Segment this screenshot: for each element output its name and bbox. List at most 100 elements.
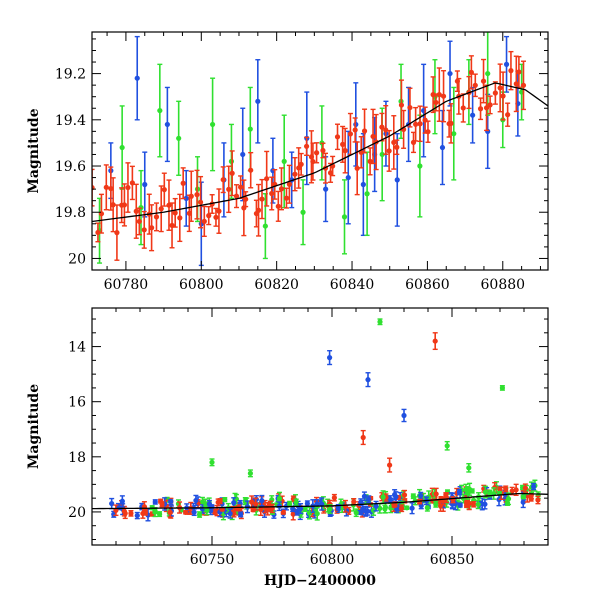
- data-point: [364, 151, 370, 237]
- data-point: [114, 204, 120, 261]
- data-point: [443, 492, 449, 498]
- data-point: [121, 183, 128, 227]
- data-point: [377, 318, 383, 326]
- data-point: [482, 498, 488, 510]
- data-point: [177, 193, 183, 243]
- data-point: [448, 103, 454, 144]
- data-point: [386, 129, 392, 172]
- data-point: [233, 184, 240, 209]
- data-point: [292, 157, 298, 192]
- y-tick-label: 19.4: [55, 113, 86, 129]
- data-point: [217, 498, 223, 505]
- data-point: [500, 71, 506, 121]
- data-point: [457, 502, 463, 508]
- top-panel: 60780 60800 60820 60840 60860 60880 19.2 19.4 19…: [26, 31, 549, 293]
- data-point: [164, 86, 170, 163]
- data-point: [360, 132, 366, 237]
- data-point: [451, 86, 457, 181]
- data-point: [196, 511, 203, 518]
- data-point: [409, 502, 415, 515]
- data-point: [320, 142, 326, 159]
- data-point: [109, 497, 115, 510]
- data-point: [283, 187, 290, 209]
- y-tick-label: 19.8: [55, 205, 86, 221]
- data-point: [365, 372, 371, 388]
- data-point: [119, 495, 125, 508]
- data-point: [280, 509, 286, 515]
- plot-frame: [91, 31, 549, 271]
- data-point: [247, 469, 253, 478]
- data-point: [417, 105, 423, 143]
- data-point: [404, 505, 410, 511]
- data-point: [503, 35, 510, 93]
- data-point: [364, 506, 371, 516]
- data-point: [158, 185, 164, 233]
- data-point: [149, 204, 155, 252]
- data-point: [314, 506, 320, 521]
- data-point: [136, 207, 142, 236]
- data-point: [433, 500, 439, 508]
- data-point: [379, 112, 385, 142]
- data-point: [382, 504, 388, 514]
- data-point: [497, 63, 503, 113]
- data-point: [366, 495, 372, 504]
- data-point: [487, 95, 493, 115]
- x-tick-label: 60880: [481, 277, 526, 293]
- data-point: [193, 494, 199, 507]
- x-axis-title: HJD−2400000: [264, 573, 376, 589]
- data-point: [262, 193, 268, 260]
- y-tick-label: 18: [68, 450, 86, 466]
- data-point: [341, 179, 348, 255]
- data-point: [134, 511, 140, 520]
- data-point: [226, 165, 232, 214]
- y-tick-label: 19.6: [55, 159, 86, 175]
- data-point: [253, 497, 259, 511]
- data-point: [367, 147, 373, 176]
- data-point: [183, 169, 189, 227]
- data-point: [354, 141, 360, 196]
- y-tick-label: 19.2: [55, 67, 86, 83]
- data-point: [520, 60, 527, 111]
- data-point: [342, 127, 348, 174]
- data-point: [166, 179, 172, 231]
- data-point: [220, 166, 226, 194]
- data-point: [176, 100, 182, 176]
- data-point: [430, 76, 436, 114]
- data-point: [209, 77, 216, 172]
- data-point: [413, 106, 419, 142]
- data-point: [238, 175, 244, 200]
- data-point: [128, 509, 134, 517]
- data-point: [319, 497, 325, 511]
- data-point: [180, 167, 186, 200]
- x-tick-label: 60780: [104, 277, 149, 293]
- data-point: [286, 164, 293, 204]
- x-tick-label: 60850: [430, 552, 475, 568]
- data-point: [361, 108, 368, 154]
- data-point: [508, 50, 514, 91]
- data-point: [353, 508, 359, 518]
- data-point: [152, 499, 158, 505]
- x-tick-label: 60840: [330, 277, 375, 293]
- data-point: [520, 494, 526, 500]
- data-point: [440, 70, 447, 123]
- data-point: [213, 207, 219, 227]
- data-point: [391, 115, 397, 170]
- data-point: [399, 504, 405, 513]
- data-point: [129, 165, 135, 201]
- model-curve: [92, 82, 548, 223]
- data-point: [499, 385, 505, 391]
- data-point: [425, 120, 431, 143]
- y-axis-title: Magnitude: [26, 384, 42, 469]
- data-point: [216, 188, 222, 234]
- data-point: [394, 139, 400, 156]
- data-point: [197, 175, 204, 229]
- data-point: [334, 123, 341, 151]
- data-point: [259, 178, 265, 220]
- data-point: [468, 55, 474, 90]
- data-point: [340, 125, 346, 163]
- data-point: [407, 87, 413, 128]
- data-point: [401, 408, 407, 423]
- data-point: [370, 108, 376, 165]
- data-point: [361, 491, 368, 502]
- x-tick-label: 60820: [254, 277, 299, 293]
